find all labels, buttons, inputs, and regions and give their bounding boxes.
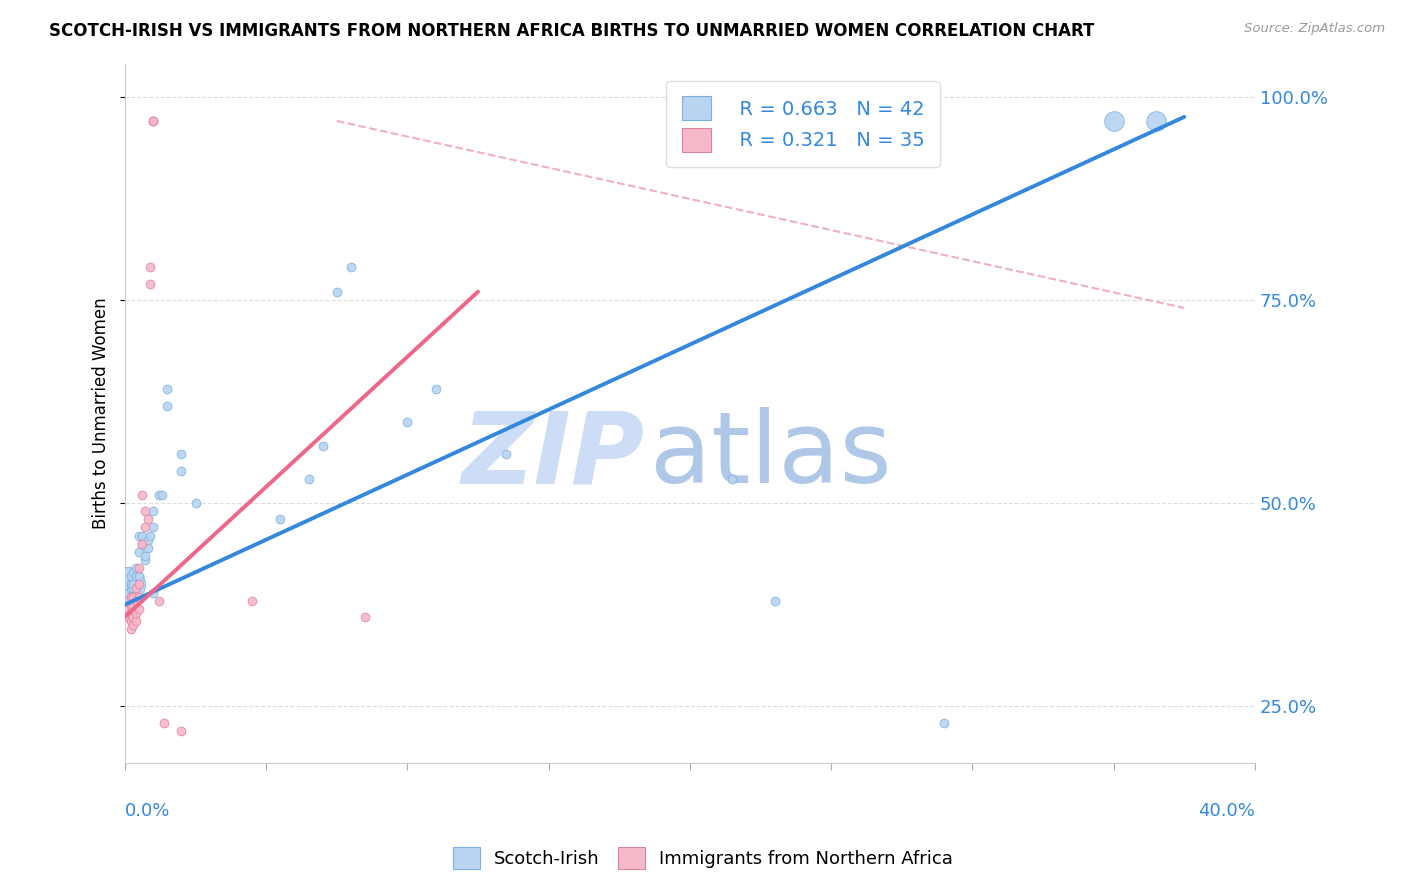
Point — [142, 114, 165, 128]
Point — [148, 593, 170, 607]
Point — [134, 553, 156, 567]
Point — [128, 577, 150, 591]
Point — [297, 472, 319, 486]
Point — [125, 561, 148, 575]
Point — [184, 496, 207, 510]
Point — [125, 614, 148, 628]
Point — [721, 472, 744, 486]
Point — [153, 715, 176, 730]
Point — [326, 285, 349, 299]
Point — [131, 537, 153, 551]
Point — [117, 610, 139, 624]
Point — [131, 537, 153, 551]
Text: Source: ZipAtlas.com: Source: ZipAtlas.com — [1244, 22, 1385, 36]
Point — [117, 585, 139, 599]
Point — [156, 399, 179, 413]
Text: atlas: atlas — [651, 407, 891, 504]
Point — [125, 593, 148, 607]
Point — [117, 601, 139, 615]
Point — [354, 610, 377, 624]
Text: 40.0%: 40.0% — [1198, 802, 1256, 820]
Point — [122, 610, 145, 624]
Point — [170, 464, 193, 478]
Point — [122, 577, 145, 591]
Point — [134, 504, 156, 518]
Point — [128, 545, 150, 559]
Point — [240, 593, 263, 607]
Point — [122, 598, 145, 612]
Point — [425, 382, 447, 396]
Point — [139, 277, 162, 291]
Point — [120, 598, 142, 612]
Point — [269, 512, 291, 526]
Point — [120, 577, 142, 591]
Legend:   R = 0.663   N = 42,   R = 0.321   N = 35: R = 0.663 N = 42, R = 0.321 N = 35 — [666, 81, 941, 167]
Point — [495, 447, 517, 461]
Point — [283, 817, 305, 831]
Point — [120, 569, 142, 583]
Point — [142, 114, 165, 128]
Legend: Scotch-Irish, Immigrants from Northern Africa: Scotch-Irish, Immigrants from Northern A… — [444, 838, 962, 879]
Point — [122, 590, 145, 604]
Point — [139, 528, 162, 542]
Point — [120, 582, 142, 596]
Y-axis label: Births to Unmarried Women: Births to Unmarried Women — [93, 298, 110, 530]
Point — [142, 504, 165, 518]
Point — [134, 520, 156, 534]
Point — [120, 590, 142, 604]
Point — [122, 618, 145, 632]
Point — [142, 585, 165, 599]
Point — [128, 528, 150, 542]
Point — [120, 622, 142, 636]
Text: 0.0%: 0.0% — [125, 802, 170, 820]
Point — [120, 606, 142, 620]
Point — [136, 512, 159, 526]
Point — [120, 614, 142, 628]
Point — [142, 520, 165, 534]
Point — [150, 488, 173, 502]
Point — [170, 447, 193, 461]
Point — [128, 590, 150, 604]
Point — [128, 601, 150, 615]
Point — [763, 593, 786, 607]
Point — [122, 565, 145, 579]
Point — [142, 114, 165, 128]
Point — [136, 533, 159, 547]
Point — [128, 569, 150, 583]
Point — [139, 260, 162, 275]
Point — [1102, 114, 1125, 128]
Point — [125, 606, 148, 620]
Text: SCOTCH-IRISH VS IMMIGRANTS FROM NORTHERN AFRICA BIRTHS TO UNMARRIED WOMEN CORREL: SCOTCH-IRISH VS IMMIGRANTS FROM NORTHERN… — [49, 22, 1095, 40]
Point — [131, 528, 153, 542]
Point — [396, 415, 419, 429]
Point — [125, 569, 148, 583]
Point — [134, 549, 156, 563]
Point — [170, 723, 193, 738]
Point — [128, 561, 150, 575]
Point — [934, 715, 956, 730]
Point — [148, 488, 170, 502]
Point — [125, 582, 148, 596]
Point — [122, 582, 145, 596]
Point — [131, 488, 153, 502]
Point — [117, 577, 139, 591]
Point — [156, 382, 179, 396]
Point — [312, 439, 335, 453]
Point — [340, 260, 363, 275]
Text: ZIP: ZIP — [461, 407, 645, 504]
Point — [1144, 114, 1167, 128]
Point — [136, 541, 159, 555]
